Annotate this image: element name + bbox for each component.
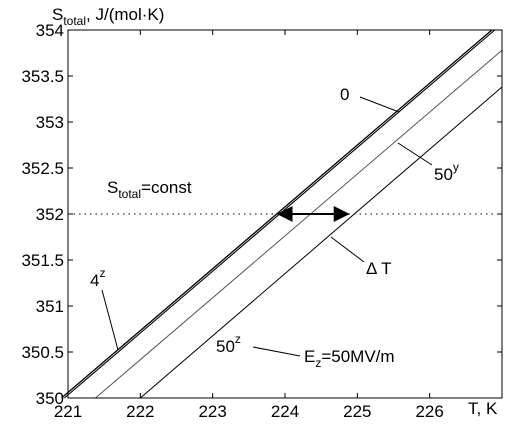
x-tick-label-0: 221 xyxy=(54,402,82,421)
delta-t-label: Δ T xyxy=(366,259,392,278)
series-line-2 xyxy=(95,49,503,399)
y-tick-label-1: 350.5 xyxy=(21,343,64,362)
y-tick-label-4: 352 xyxy=(36,205,64,224)
annotation-50z-main: 50 xyxy=(216,337,235,356)
annotation-4z-sup: z xyxy=(99,266,105,280)
annotation-50y-sup: y xyxy=(453,160,459,174)
annotation-50y: 50y xyxy=(434,160,459,184)
x-tick-label-2: 223 xyxy=(198,402,226,421)
reference-line-label-main: S xyxy=(107,178,118,197)
annotation-4z: 4z xyxy=(90,266,105,290)
leader-line-0 xyxy=(359,96,400,113)
y-axis-title-sub: total xyxy=(63,14,86,28)
annotation-50y-main: 50 xyxy=(434,165,453,184)
reference-line-label-sub: total xyxy=(118,187,141,201)
annotation-50z: 50z xyxy=(216,332,241,356)
series-layer xyxy=(61,29,503,399)
reference-line-label: Stotal=const xyxy=(107,178,192,201)
leader-line-ez xyxy=(252,346,301,357)
x-tick-label-1: 222 xyxy=(126,402,154,421)
x-axis-title: T, K xyxy=(468,399,498,418)
leader-line-50y xyxy=(397,142,433,166)
y-tick-label-5: 352.5 xyxy=(21,159,64,178)
x-tick-label-4: 225 xyxy=(343,402,371,421)
y-axis-title-rest: , J/(mol·K) xyxy=(86,5,164,24)
y-axis-title-main: S xyxy=(52,5,63,24)
y-tick-label-7: 353.5 xyxy=(21,67,64,86)
annotation-50z-sup: z xyxy=(235,332,241,346)
y-axis-title: Stotal, J/(mol·K) xyxy=(52,5,164,28)
annotation-field-strength-rest: =50MV/m xyxy=(321,347,394,366)
annotation-field-strength-main: E xyxy=(304,347,315,366)
annotation-field-strength: Ez=50MV/m xyxy=(304,347,395,370)
y-tick-label-0: 350 xyxy=(36,389,64,408)
tick-layer: 221 222 223 224 225 226 350 350.5 351 351.5 352 352… xyxy=(21,21,502,421)
annotation-4z-main: 4 xyxy=(90,271,99,290)
y-tick-label-2: 351 xyxy=(36,297,64,316)
series-line-3 xyxy=(140,86,503,399)
annotation-field-strength-sub: z xyxy=(315,356,321,370)
leader-line-delta-t xyxy=(330,236,365,263)
y-tick-label-8: 354 xyxy=(36,21,64,40)
annotation-0: 0 xyxy=(340,85,349,104)
x-tick-label-3: 224 xyxy=(271,402,299,421)
y-tick-label-6: 353 xyxy=(36,113,64,132)
y-tick-label-3: 351.5 xyxy=(21,251,64,270)
reference-line-label-rest: =const xyxy=(141,178,192,197)
series-line-0 xyxy=(61,29,493,399)
leader-line-4z xyxy=(101,289,119,351)
x-tick-label-5: 226 xyxy=(415,402,443,421)
